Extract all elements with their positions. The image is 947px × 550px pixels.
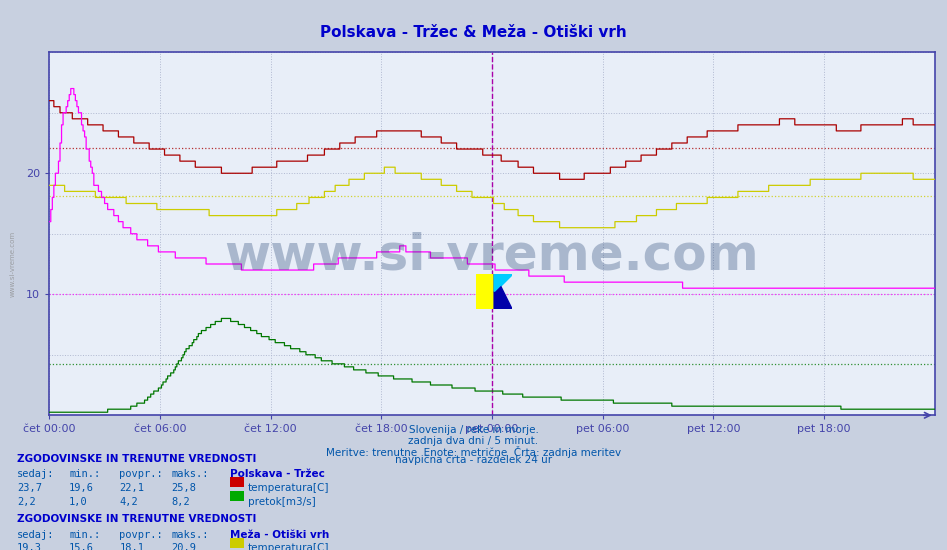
Text: 18,1: 18,1 [119,543,144,550]
Polygon shape [494,273,512,292]
Text: 2,2: 2,2 [17,497,36,507]
Text: temperatura[C]: temperatura[C] [248,543,330,550]
Text: sedaj:: sedaj: [17,469,55,479]
Text: 1,0: 1,0 [69,497,88,507]
Text: Slovenija / reke in morje.: Slovenija / reke in morje. [408,425,539,435]
Text: Polskava - Tržec: Polskava - Tržec [230,469,325,479]
Text: maks.:: maks.: [171,530,209,540]
Text: 22,1: 22,1 [119,483,144,493]
Polygon shape [476,273,494,310]
Text: temperatura[C]: temperatura[C] [248,483,330,493]
Text: 25,8: 25,8 [171,483,196,493]
Text: ZGODOVINSKE IN TRENUTNE VREDNOSTI: ZGODOVINSKE IN TRENUTNE VREDNOSTI [17,514,257,524]
Text: 19,6: 19,6 [69,483,94,493]
Text: zadnja dva dni / 5 minut.: zadnja dva dni / 5 minut. [408,436,539,446]
Text: ZGODOVINSKE IN TRENUTNE VREDNOSTI: ZGODOVINSKE IN TRENUTNE VREDNOSTI [17,454,257,464]
Polygon shape [494,273,512,310]
Text: povpr.:: povpr.: [119,530,163,540]
Text: maks.:: maks.: [171,469,209,479]
Text: 4,2: 4,2 [119,497,138,507]
Text: navpična črta - razdelek 24 ur: navpična črta - razdelek 24 ur [395,455,552,465]
Text: sedaj:: sedaj: [17,530,55,540]
Text: min.:: min.: [69,530,100,540]
Text: povpr.:: povpr.: [119,469,163,479]
Text: min.:: min.: [69,469,100,479]
Polygon shape [494,273,512,292]
Text: Polskava - Tržec & Meža - Otiški vrh: Polskava - Tržec & Meža - Otiški vrh [320,25,627,40]
Polygon shape [494,292,512,310]
Text: 20,9: 20,9 [171,543,196,550]
Text: Meža - Otiški vrh: Meža - Otiški vrh [230,530,330,540]
Text: 8,2: 8,2 [171,497,190,507]
Text: 23,7: 23,7 [17,483,42,493]
Text: Meritve: trenutne  Enote: metrične  Črta: zadnja meritev: Meritve: trenutne Enote: metrične Črta: … [326,446,621,458]
Text: www.si-vreme.com: www.si-vreme.com [9,231,15,297]
Text: 15,6: 15,6 [69,543,94,550]
Text: pretok[m3/s]: pretok[m3/s] [248,497,316,507]
Text: 19,3: 19,3 [17,543,42,550]
Text: www.si-vreme.com: www.si-vreme.com [224,232,759,279]
